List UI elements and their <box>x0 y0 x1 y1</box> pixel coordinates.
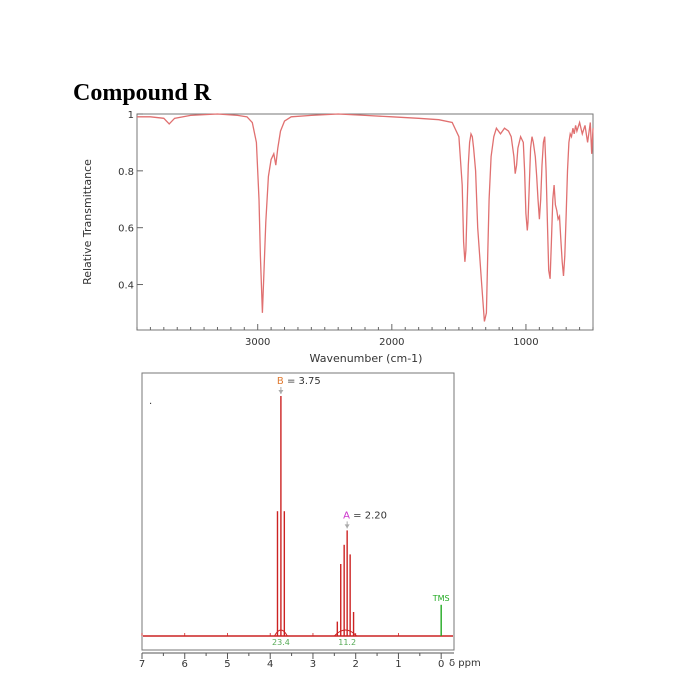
nmr-x-tick-label: 7 <box>139 659 145 670</box>
nmr-peak-label: B = 3.75 <box>277 376 321 387</box>
nmr-peak-letter: B <box>277 376 284 387</box>
ir-y-tick-label: 0.6 <box>118 224 134 235</box>
nmr-pointer-arrowhead <box>278 390 284 394</box>
compound-title: Compound R <box>73 80 212 106</box>
ir-x-axis-label: Wavenumber (cm-1) <box>310 352 423 365</box>
nmr-peak-label: A = 2.20 <box>343 510 387 521</box>
nmr-integral-value: 23.4 <box>272 638 290 647</box>
ir-tick-layer: 1 0.8 0.6 0.4 3000 2000 1000 <box>118 110 594 348</box>
nmr-multiplet-envelope <box>274 629 288 637</box>
ir-x-tick-label: 3000 <box>245 337 270 348</box>
nmr-x-tick-label: 4 <box>267 659 273 670</box>
nmr-multiplet-B: B = 3.75 23.4 <box>272 376 321 647</box>
nmr-x-tick-label: 6 <box>182 659 188 670</box>
nmr-peak-shift: = 2.20 <box>350 510 387 521</box>
ir-plot-frame <box>136 113 594 331</box>
ir-x-tick-label: 1000 <box>513 337 538 348</box>
nmr-peak-letter: A <box>343 510 350 521</box>
ir-y-tick-label: 1 <box>128 110 134 121</box>
nmr-peak-shift: = 3.75 <box>284 376 321 387</box>
nmr-x-axis-label: δ ppm <box>449 658 481 669</box>
nmr-plot-frame <box>141 372 455 651</box>
nmr-x-tick-label: 2 <box>353 659 359 670</box>
nmr-x-tick-label: 5 <box>224 659 230 670</box>
nmr-multiplet-envelope <box>333 629 357 637</box>
ir-y-axis-label: Relative Transmittance <box>81 159 94 285</box>
stray-dot: · <box>149 399 152 410</box>
nmr-x-tick-label: 1 <box>395 659 401 670</box>
nmr-x-tick-label: 0 <box>438 659 444 670</box>
nmr-pointer-arrowhead <box>344 524 350 529</box>
ir-y-tick-label: 0.8 <box>118 167 134 178</box>
nmr-x-tick-label: 3 <box>310 659 316 670</box>
ir-spectrum-line <box>137 113 594 322</box>
ir-y-tick-label: 0.4 <box>118 281 134 292</box>
nmr-tick-layer: 7 6 5 4 3 2 1 0 <box>139 633 444 670</box>
nmr-integral-value: 11.2 <box>338 638 356 647</box>
nmr-multiplet-A: A = 2.20 11.2 <box>333 510 387 647</box>
ir-x-tick-label: 2000 <box>379 337 404 348</box>
tms-label: TMS <box>432 594 450 603</box>
nmr-peak-layer: B = 3.75 23.4 A = 2.20 11.2 TMS <box>272 376 450 647</box>
